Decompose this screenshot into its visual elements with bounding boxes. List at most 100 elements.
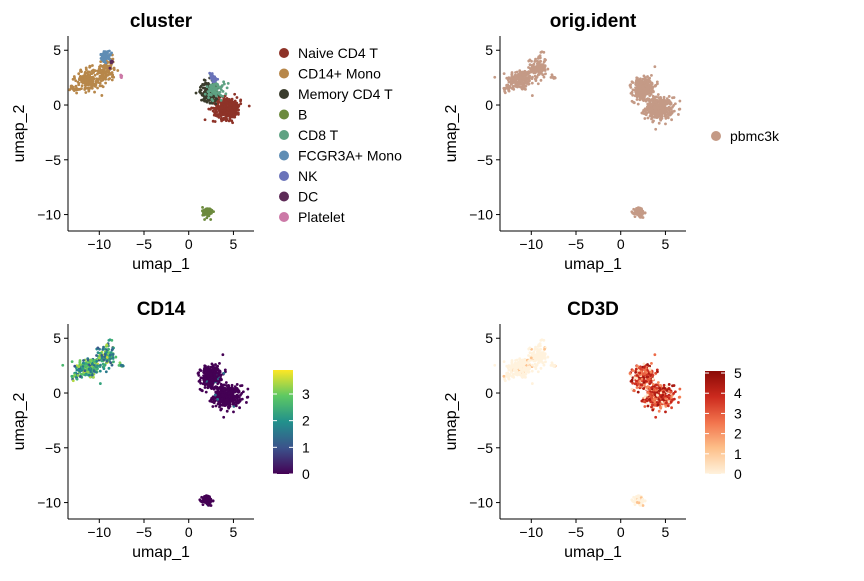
data-point — [667, 383, 671, 386]
data-point — [225, 397, 229, 401]
data-point — [542, 75, 546, 79]
data-point — [107, 351, 111, 354]
data-point — [104, 77, 108, 81]
data-point — [648, 397, 652, 401]
data-point — [664, 109, 668, 113]
data-point — [201, 382, 205, 386]
data-point — [100, 94, 104, 97]
data-point — [646, 116, 650, 120]
data-point — [530, 369, 534, 373]
data-point — [536, 370, 540, 374]
data-point — [662, 95, 666, 99]
data-point — [73, 89, 76, 92]
x-tick-label: 0 — [617, 524, 625, 540]
data-point — [666, 404, 670, 408]
data-point — [507, 89, 511, 93]
data-point — [235, 101, 239, 105]
data-point — [79, 372, 83, 376]
data-point — [657, 109, 661, 113]
data-point — [527, 359, 531, 363]
data-point — [650, 74, 653, 77]
data-point — [643, 405, 647, 408]
data-point — [98, 369, 102, 373]
data-point — [532, 353, 536, 357]
x-tick-label: −10 — [519, 236, 543, 252]
data-point — [537, 355, 541, 359]
data-point — [104, 61, 108, 65]
data-point — [524, 78, 528, 82]
data-point — [220, 106, 224, 110]
data-point — [518, 370, 522, 374]
data-point — [533, 348, 537, 351]
data-point — [224, 92, 228, 96]
y-tick-label: −10 — [37, 207, 61, 223]
data-point — [628, 84, 632, 87]
data-point — [214, 404, 218, 408]
data-point — [508, 86, 512, 89]
y-tick-label: 5 — [485, 330, 493, 346]
data-point — [223, 400, 227, 404]
colorbar-tick-label: 3 — [302, 386, 310, 402]
data-point — [83, 76, 87, 80]
chart-title: CD14 — [137, 299, 186, 320]
data-point — [539, 59, 542, 63]
data-point — [196, 372, 200, 375]
data-point — [211, 405, 215, 408]
data-point — [219, 86, 222, 89]
data-point — [220, 119, 224, 123]
data-point — [69, 86, 73, 90]
data-point — [227, 391, 231, 395]
data-point — [543, 352, 547, 356]
data-point — [518, 82, 522, 86]
data-point — [655, 102, 659, 106]
data-point — [87, 367, 91, 371]
data-point — [222, 113, 226, 117]
data-point — [208, 383, 212, 387]
data-point — [210, 366, 214, 369]
data-point — [203, 82, 207, 86]
data-point — [104, 370, 108, 374]
data-point — [221, 89, 225, 93]
colorbar-tick-label: 0 — [734, 466, 742, 482]
data-point — [649, 374, 652, 378]
data-point — [658, 98, 661, 102]
data-point — [505, 85, 509, 89]
data-point — [100, 84, 104, 88]
legend-item: B — [279, 107, 307, 123]
data-point — [641, 216, 645, 219]
data-point — [204, 382, 208, 386]
data-point — [529, 356, 533, 360]
data-point — [528, 346, 532, 350]
data-point — [203, 501, 207, 504]
data-point — [656, 403, 660, 407]
data-point — [94, 370, 98, 374]
data-point — [232, 115, 236, 119]
legend-swatch — [279, 171, 289, 181]
y-tick-label: −5 — [477, 152, 493, 168]
data-point — [91, 78, 95, 82]
data-point — [636, 76, 639, 80]
data-point — [655, 400, 659, 404]
data-point — [82, 74, 86, 78]
data-point — [231, 121, 235, 125]
data-point — [198, 379, 202, 383]
data-point — [651, 403, 654, 407]
data-point — [632, 101, 636, 105]
chart-title: CD3D — [567, 299, 619, 320]
data-point — [669, 390, 673, 394]
data-point — [94, 83, 98, 87]
data-point — [204, 210, 208, 214]
x-tick-label: −5 — [136, 524, 152, 540]
data-point — [511, 84, 515, 88]
data-point — [233, 401, 236, 405]
data-point — [660, 107, 663, 110]
panel-orig-ident: orig.ident −10 −5 0 5 5 0 −5 −10 umap_1 umap_2 pbmc… — [443, 11, 780, 273]
data-point — [232, 105, 236, 109]
data-point — [225, 118, 228, 122]
data-point — [212, 106, 216, 110]
data-point — [214, 106, 218, 110]
data-point — [672, 392, 675, 395]
data-point — [522, 85, 526, 89]
data-point — [537, 71, 541, 75]
data-point — [635, 89, 639, 92]
